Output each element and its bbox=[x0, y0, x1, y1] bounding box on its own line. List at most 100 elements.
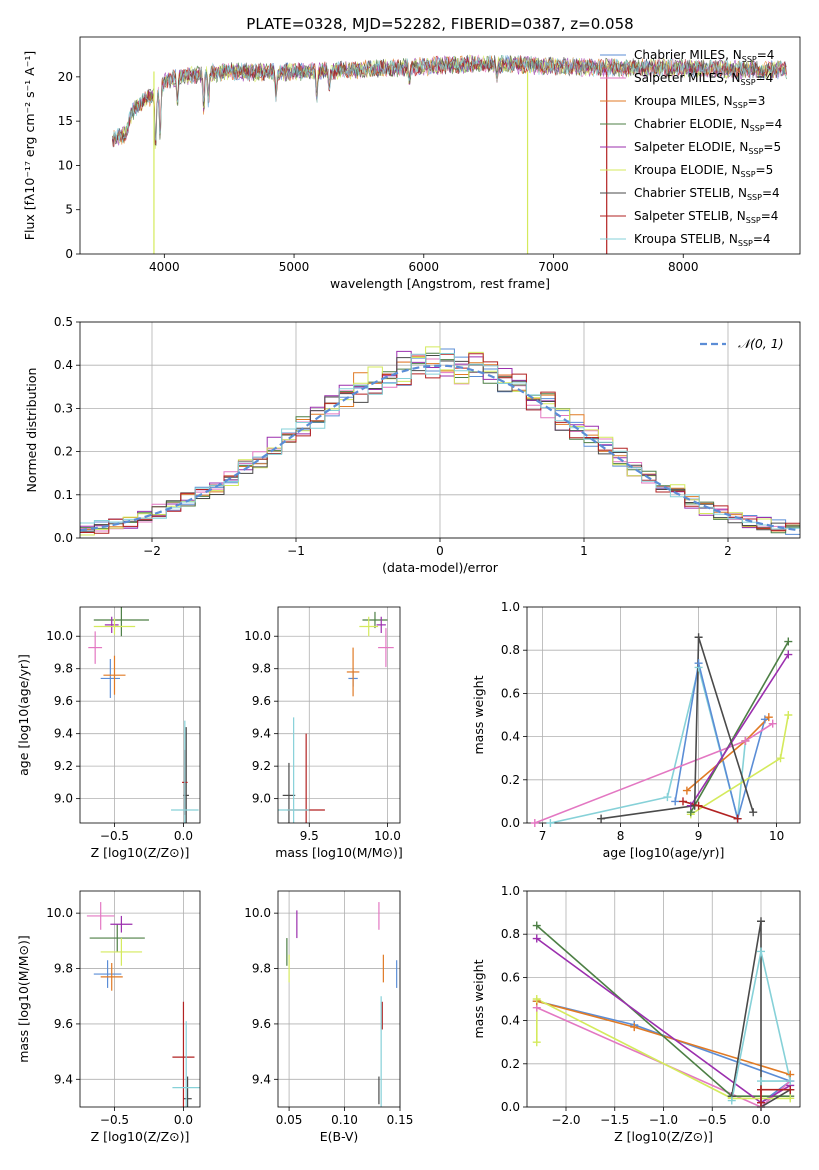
axes-frame bbox=[526, 606, 801, 824]
plus-marker bbox=[757, 917, 765, 926]
plus-marker bbox=[757, 947, 765, 956]
plot-area bbox=[286, 902, 398, 1107]
axes-frame bbox=[79, 321, 801, 539]
y-tick-label: 9.2 bbox=[252, 759, 271, 773]
y-tick-label: 0.0 bbox=[54, 531, 73, 545]
plus-marker bbox=[727, 1096, 736, 1105]
y-tick-label: 9.6 bbox=[252, 1017, 271, 1031]
series-line bbox=[674, 663, 766, 822]
y-tick-label: 0.4 bbox=[501, 1014, 520, 1028]
plus-marker bbox=[741, 736, 750, 745]
y-tick-label: 0.8 bbox=[501, 927, 520, 941]
x-tick-label: 8000 bbox=[668, 260, 699, 274]
y-tick-label: 0.6 bbox=[501, 970, 520, 984]
y-axis-label: age [log10(age/yr)] bbox=[16, 654, 31, 776]
plus-marker bbox=[679, 797, 687, 806]
legend-sub: SSP bbox=[733, 101, 748, 110]
spectrum-axes: 4000 5000 6000 7000 8000 0 5 10 15 20 wavelength [… bbox=[22, 36, 801, 291]
x-tick-label: 9 bbox=[695, 829, 703, 843]
legend-sub: SSP bbox=[742, 55, 757, 64]
y-tick-label: 10.0 bbox=[46, 906, 73, 920]
legend-label: Chabrier STELIB, NSSP=4 bbox=[634, 186, 780, 202]
y-tick-label: 9.8 bbox=[54, 662, 73, 676]
x-axis-label: (data-model)/error bbox=[382, 560, 499, 575]
y-tick-label: 0.2 bbox=[501, 1057, 520, 1071]
legend-tail: =4 bbox=[765, 117, 783, 131]
y-tick-label: 0 bbox=[65, 247, 73, 261]
legend-tail: =4 bbox=[756, 71, 774, 85]
mass-weight-vs-Z-axes: −2.0 −1.5 −1.0 −0.5 0.0 0.0 0.2 0.4 0.6 0.8 1.0 Z [… bbox=[471, 884, 801, 1144]
plus-marker bbox=[532, 995, 541, 1003]
legend-label: Kroupa ELODIE, NSSP=5 bbox=[634, 163, 773, 179]
y-tick-label: 10.0 bbox=[46, 629, 73, 643]
series-line bbox=[536, 1000, 792, 1104]
legend-main: Chabrier ELODIE, N bbox=[634, 117, 750, 131]
x-tick-label: −2 bbox=[143, 544, 161, 558]
chart-title: PLATE=0328, MJD=52282, FIBERID=0387, z=0… bbox=[246, 15, 633, 33]
x-tick-label: −2.0 bbox=[551, 1113, 580, 1127]
normal-curve bbox=[80, 364, 800, 532]
plot-area bbox=[86, 902, 200, 1107]
legend-sub: SSP bbox=[750, 124, 765, 133]
plus-marker bbox=[532, 934, 541, 943]
plus-marker bbox=[757, 1077, 765, 1086]
plus-marker bbox=[764, 713, 773, 722]
plus-marker bbox=[630, 1023, 639, 1032]
y-tick-label: 20 bbox=[58, 70, 73, 84]
y-tick-label: 9.4 bbox=[54, 727, 73, 741]
y-tick-label: 9.6 bbox=[252, 694, 271, 708]
y-tick-label: 9.8 bbox=[252, 662, 271, 676]
x-tick-label: −0.5 bbox=[100, 1113, 129, 1127]
x-tick-label: 0.0 bbox=[174, 1113, 193, 1127]
x-tick-label: −0.5 bbox=[100, 829, 129, 843]
x-tick-label: 1 bbox=[580, 544, 588, 558]
legend-main: Kroupa ELODIE, N bbox=[634, 163, 741, 177]
legend-label: Salpeter MILES, NSSP=4 bbox=[634, 71, 773, 87]
plot-area bbox=[535, 921, 792, 1107]
histogram-step bbox=[80, 353, 800, 530]
y-tick-label: 1.0 bbox=[501, 884, 520, 898]
plus-marker bbox=[786, 1085, 795, 1094]
axes-frame bbox=[79, 36, 801, 255]
plot-area bbox=[80, 346, 800, 536]
plot-area bbox=[278, 611, 394, 823]
y-axis-label: Normed distribution bbox=[24, 368, 39, 493]
legend-label: Chabrier ELODIE, NSSP=4 bbox=[634, 117, 782, 133]
plus-marker bbox=[776, 754, 785, 763]
x-tick-label: −1.5 bbox=[600, 1113, 629, 1127]
x-tick-label: 0.15 bbox=[387, 1113, 414, 1127]
legend-sub: SSP bbox=[741, 170, 756, 179]
legend-tail: =4 bbox=[761, 209, 779, 223]
y-tick-label: 9.4 bbox=[252, 1072, 271, 1086]
y-tick-label: 9.4 bbox=[252, 727, 271, 741]
legend-label: Kroupa STELIB, NSSP=4 bbox=[634, 232, 771, 248]
x-tick-label: 9.5 bbox=[300, 829, 319, 843]
x-axis-label: Z [log10(Z/Z⊙)] bbox=[91, 1129, 190, 1144]
y-tick-label: 0.4 bbox=[501, 730, 520, 744]
y-tick-label: 9.4 bbox=[54, 1072, 73, 1086]
y-tick-label: 0.2 bbox=[501, 773, 520, 787]
legend-sub: SSP bbox=[746, 216, 761, 225]
legend-label: 𝒩(0, 1) bbox=[738, 336, 784, 351]
plus-marker bbox=[546, 819, 555, 827]
y-tick-label: 0.0 bbox=[501, 1100, 520, 1114]
mass-weight-vs-age-axes: 7 8 9 10 0.0 0.2 0.4 0.6 0.8 1.0 age [log10(age/yr… bbox=[471, 600, 801, 860]
plus-marker bbox=[530, 819, 539, 827]
legend-label: Kroupa MILES, NSSP=3 bbox=[634, 94, 765, 110]
y-axis-label: Flux [fλ10⁻¹⁷ erg cm⁻² s⁻¹ A⁻¹] bbox=[22, 51, 37, 240]
x-axis-label: Z [log10(Z/Z⊙)] bbox=[91, 845, 190, 860]
legend-tail: =4 bbox=[762, 186, 780, 200]
legend-tail: =4 bbox=[757, 48, 775, 62]
legend-tail: =4 bbox=[753, 232, 771, 246]
y-tick-label: 5 bbox=[65, 203, 73, 217]
residuals-axes: −2 −1 0 1 2 0.0 0.1 0.2 0.3 0.4 0.5 (data-model)/er… bbox=[24, 315, 801, 575]
plus-marker bbox=[671, 797, 680, 806]
y-tick-label: 0.4 bbox=[54, 358, 73, 372]
y-tick-label: 0.5 bbox=[54, 315, 73, 329]
legend-sub: SSP bbox=[738, 239, 753, 248]
plus-marker bbox=[757, 1085, 765, 1094]
plus-marker bbox=[733, 814, 742, 823]
plot-area bbox=[534, 636, 790, 823]
x-axis-label: age [log10(age/yr)] bbox=[603, 845, 725, 860]
plus-marker bbox=[694, 659, 703, 668]
